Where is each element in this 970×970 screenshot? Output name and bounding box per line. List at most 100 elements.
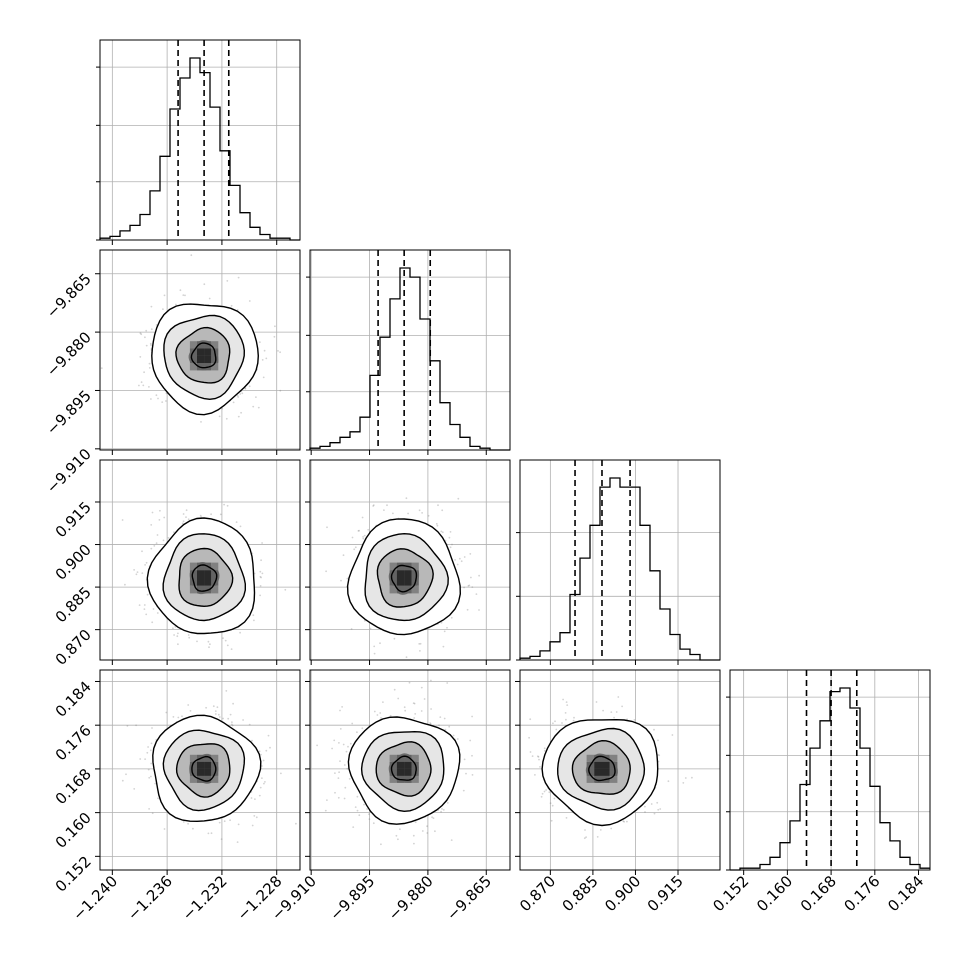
contour-line-3	[390, 755, 417, 781]
density-core	[389, 562, 419, 594]
panel-frame	[519, 669, 721, 871]
scatter-panel-2-1	[305, 459, 511, 665]
y-tick-label: 0.176	[52, 721, 95, 764]
y-tick-label: −9.895	[43, 387, 95, 439]
hist-panel-2	[516, 459, 721, 665]
density-cell	[389, 768, 397, 776]
density-cell	[396, 585, 405, 594]
density-cell	[204, 355, 212, 364]
density-cell	[211, 775, 219, 783]
density-cell	[197, 355, 205, 364]
density-cell	[197, 768, 205, 776]
density-cell	[211, 341, 219, 349]
density-cell	[594, 775, 602, 783]
histogram-0	[99, 57, 300, 241]
density-cell	[211, 570, 219, 578]
panel-frame	[99, 459, 301, 661]
density-cell	[586, 768, 595, 776]
panel-frame	[309, 669, 511, 871]
x-tick-label: 0.160	[753, 872, 796, 915]
density-cell	[389, 761, 397, 769]
x-tick-label: 0.176	[841, 872, 884, 915]
density-cell	[411, 754, 419, 762]
contour-line-3	[190, 342, 217, 369]
density-cell	[404, 570, 412, 578]
panel-frame	[729, 669, 931, 871]
density-cell	[204, 754, 212, 762]
contour-line-3	[588, 755, 616, 782]
contour-line-1	[163, 314, 246, 401]
panel-frame	[309, 459, 511, 661]
contour-line-1	[556, 727, 646, 811]
density-cell	[396, 761, 405, 769]
x-tick-label: 0.168	[797, 872, 840, 915]
density-cell	[211, 585, 219, 594]
density-cell	[211, 754, 219, 762]
density-cell	[411, 775, 419, 783]
y-tick-label: −9.910	[43, 445, 95, 497]
contour-line-0	[346, 518, 462, 636]
y-tick-label: 0.900	[52, 541, 95, 584]
density-cell	[594, 768, 602, 776]
density-cell	[389, 562, 397, 571]
contour-line-3	[191, 755, 217, 782]
contour-line-0	[152, 714, 262, 823]
contour-line-2	[175, 326, 231, 384]
density-cell	[396, 570, 405, 578]
histogram-3	[730, 687, 930, 871]
scatter-panel-1-0	[95, 249, 301, 455]
density-cell	[189, 754, 197, 762]
contour-line-3	[390, 564, 418, 593]
contour-line-2	[175, 743, 231, 798]
density-core	[189, 754, 219, 783]
panel-frame	[99, 249, 301, 451]
density-cell	[609, 775, 618, 783]
density-cell	[586, 775, 595, 783]
density-cell	[404, 775, 412, 783]
y-tick-label: 0.160	[52, 809, 95, 852]
contour-line-1	[364, 532, 449, 622]
scatter-panel-3-2	[515, 669, 721, 875]
y-tick-label: −9.880	[43, 328, 95, 380]
histogram-1	[309, 267, 510, 451]
x-tick-label: −9.880	[385, 872, 437, 924]
panel-frame	[99, 39, 301, 241]
panel-frame	[519, 459, 721, 661]
density-cell	[389, 754, 397, 762]
x-tick-label: 0.870	[516, 872, 559, 915]
contour-line-0	[347, 716, 461, 825]
density-cell	[396, 768, 405, 776]
density-cell	[389, 585, 397, 594]
density-cell	[211, 363, 219, 371]
density-cell	[411, 562, 419, 571]
contour-line-2	[178, 547, 234, 608]
contour-line-0	[151, 303, 260, 416]
density-cell	[602, 761, 610, 769]
density-cell	[609, 754, 618, 762]
density-cell	[411, 585, 419, 594]
density-cell	[189, 761, 197, 769]
density-cell	[197, 341, 205, 349]
density-core	[189, 341, 219, 371]
density-cell	[189, 768, 197, 776]
density-cell	[594, 754, 602, 762]
x-tick-label: −9.865	[443, 872, 495, 924]
x-tick-label: −1.232	[179, 872, 231, 924]
density-cell	[197, 570, 205, 578]
x-tick-label: 0.184	[884, 872, 927, 915]
x-tick-label: 0.915	[644, 872, 687, 915]
x-tick-label: −9.895	[326, 872, 378, 924]
density-cell	[586, 754, 595, 762]
contour-line-2	[375, 741, 432, 797]
contour-line-2	[376, 548, 434, 608]
density-cell	[197, 348, 205, 356]
panel-frame	[99, 669, 301, 871]
density-cell	[189, 341, 197, 349]
x-tick-label: 0.152	[709, 872, 752, 915]
contour-line-2	[571, 739, 631, 795]
panel-frame	[309, 249, 511, 451]
y-tick-label: 0.168	[52, 765, 95, 808]
density-cell	[197, 585, 205, 594]
density-cell	[204, 570, 212, 578]
